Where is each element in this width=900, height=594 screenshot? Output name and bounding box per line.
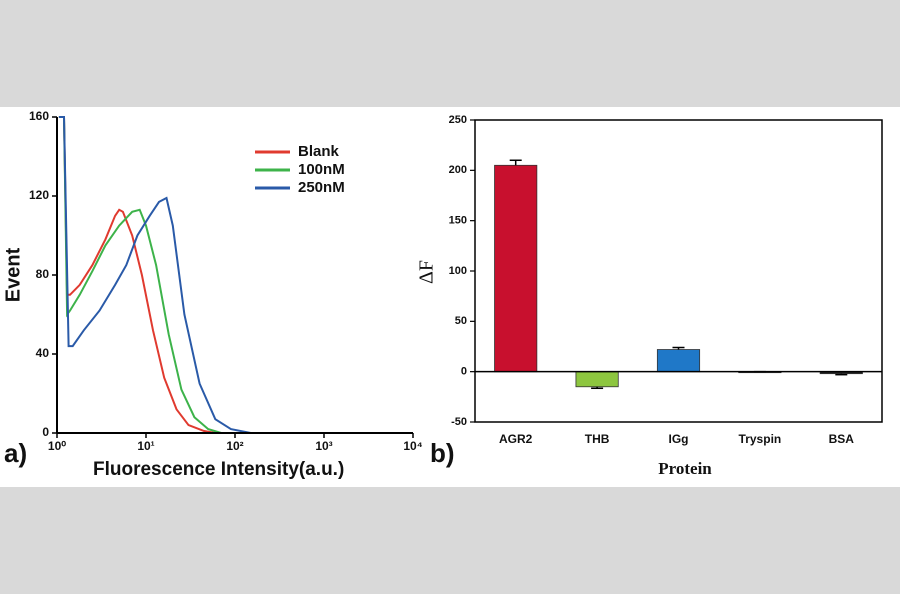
y-tick-label: 200 — [449, 164, 467, 176]
bar — [494, 164, 538, 373]
x-tick-label: 10⁴ — [403, 439, 422, 453]
y-tick-label: 150 — [449, 215, 467, 227]
x-tick-label: Tryspin — [739, 432, 782, 446]
bar — [575, 371, 619, 388]
panel-label: a) — [4, 438, 27, 468]
x-axis-label: Protein — [658, 459, 712, 478]
data-line — [58, 116, 251, 434]
top-band — [0, 0, 900, 107]
bar — [656, 349, 701, 373]
y-axis-label: Event — [2, 247, 24, 302]
y-tick-label: 160 — [29, 109, 49, 123]
x-tick-label: 10⁰ — [48, 439, 66, 453]
y-tick-label: 100 — [449, 265, 467, 277]
x-tick-label: BSA — [829, 432, 855, 446]
x-tick-label: IGg — [669, 432, 689, 446]
x-axis-label: Fluorescence Intensity(a.u.) — [93, 459, 344, 480]
data-line — [58, 116, 222, 434]
y-tick-label: 120 — [29, 188, 49, 202]
x-tick-label: 10³ — [315, 439, 332, 453]
y-tick-label: 0 — [42, 425, 49, 439]
data-line — [58, 116, 216, 434]
y-tick-label: 80 — [36, 267, 50, 281]
bottom-band — [0, 487, 900, 594]
y-tick-label: 40 — [36, 346, 50, 360]
y-tick-label: 50 — [455, 315, 467, 327]
figure-area — [0, 107, 900, 487]
legend-label: 250nM — [298, 179, 345, 196]
y-tick-label: -50 — [451, 416, 467, 428]
legend-label: 100nM — [298, 161, 345, 178]
x-tick-label: THB — [585, 432, 610, 446]
x-tick-label: AGR2 — [499, 432, 533, 446]
y-tick-label: 250 — [449, 114, 467, 126]
x-tick-label: 10¹ — [137, 439, 154, 453]
y-axis-label: ΔF — [416, 260, 438, 284]
x-tick-label: 10² — [226, 439, 243, 453]
y-tick-label: 0 — [461, 366, 467, 378]
panel-label: b) — [430, 438, 455, 468]
legend-label: Blank — [298, 143, 340, 160]
